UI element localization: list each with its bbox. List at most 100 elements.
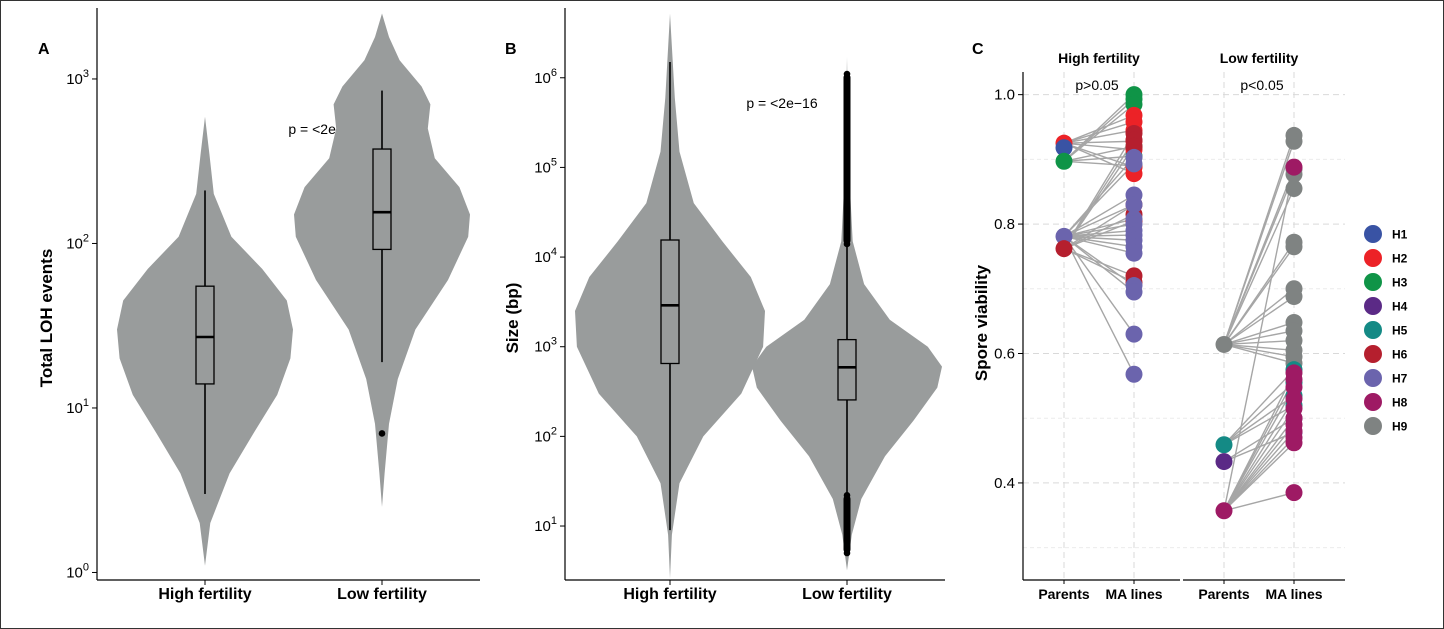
panel-c-ma-point-h9 [1285,179,1303,197]
panel-c-connector-line [1223,166,1295,511]
panel-c-connector-line [1223,321,1295,346]
panel-c-low-x-ma-lines: MA lines [1265,586,1322,602]
panel-c-letter: C [972,41,984,58]
panel-c-facet-high-label: High fertility [1058,50,1140,66]
panel-c-connector-line [1223,408,1295,512]
panel-c-connector-line [1063,163,1135,237]
legend-label-h7: H7 [1392,372,1408,386]
legend-label-h2: H2 [1392,252,1408,266]
panel-a-letter: A [38,41,50,58]
panel-c-ma-point-h9 [1285,238,1303,256]
panel-a-y-axis-title: Total LOH events [37,249,56,388]
panel-c-connector-line [1223,491,1295,512]
panel-b-letter: B [505,41,517,58]
panel-c-ma-point-h7 [1125,325,1143,343]
panel-c-ma-point-h9 [1285,132,1303,150]
panel-c-facet-high-p-value: p>0.05 [1075,77,1118,93]
panel-c-parent-point-h4 [1215,453,1233,471]
panel-c-ma-point-h8 [1285,378,1303,396]
panel-c-connector-line [1063,218,1135,238]
panel-c-connector-line [1063,129,1135,144]
legend-swatch-h5 [1364,321,1382,339]
panel-b-y-tick-label: 106 [534,67,557,87]
panel-a-y-tick-label: 101 [66,397,89,417]
panel-c-y-tick-label: 0.4 [994,475,1015,492]
panel-b-outlier-band-lower [843,495,851,554]
panel-c-ma-point-h9 [1285,288,1303,306]
panel-b: B Size (bp) p = <2e−16 High fertility Lo… [503,8,945,603]
panel-c-connector-line [1063,142,1135,151]
panel-c-connector-line [1063,114,1135,144]
panel-c-ma-point-h7 [1125,244,1143,262]
legend-swatch-h6 [1364,345,1382,363]
panel-c-ma-point-h8 [1285,158,1303,176]
panel-c-connector-line [1063,234,1135,238]
panel-c-connector-line [1223,246,1295,345]
panel-c-connector-line [1223,295,1295,346]
panel-c-connector-line [1063,248,1135,277]
panel-c-ma-point-h8 [1285,434,1303,452]
legend-label-h3: H3 [1392,276,1408,290]
panel-c-connector-line [1223,188,1295,345]
panel-c-connector-line [1063,235,1135,293]
panel-c-connector-line [1063,223,1135,238]
panel-b-y-tick-label: 103 [534,336,557,356]
panel-a-y-tick-label: 100 [66,561,89,581]
panel-c-ma-point-h7 [1125,155,1143,173]
panel-c-parent-point-h8 [1215,502,1233,520]
panel-c-y-tick-label: 0.8 [994,216,1015,233]
panel-c-connector-line [1063,204,1135,250]
panel-c-connector-line [1223,398,1295,512]
panel-c-connector-line [1223,369,1295,446]
panel-a-outlier [378,430,386,437]
panel-b-box [660,239,680,365]
panel-a-box [195,285,215,385]
legend-label-h5: H5 [1392,324,1408,338]
legend-swatch-h8 [1364,393,1382,411]
panel-c-connector-line [1063,213,1135,250]
panel-c-high-x-ma-lines: MA lines [1105,586,1162,602]
panel-c-connector-line [1223,404,1295,446]
panel-c-y-tick-label: 0.6 [994,346,1015,363]
legend-swatch-h2 [1364,249,1382,267]
panel-c-connector-line [1063,235,1135,248]
panel-c-connector-line [1063,142,1135,175]
panel-a-category-high: High fertility [158,586,251,603]
panel-c-y-tick-label: 1.0 [994,87,1015,104]
panel-c-connector-line [1223,343,1295,358]
panel-c-connector-line [1063,235,1135,241]
panel-b-p-value: p = <2e−16 [746,95,817,111]
panel-c-connector-line [1223,386,1295,512]
panel-b-box [837,338,857,401]
legend-label-h4: H4 [1392,300,1408,314]
panel-b-y-axis-title: Size (bp) [503,283,522,354]
panel-c-connector-line [1063,236,1135,375]
panel-c-connector-line [1063,140,1135,144]
panel-c-parent-point-h1 [1055,139,1073,157]
legend-label-h8: H8 [1392,396,1408,410]
legend-swatch-h7 [1364,369,1382,387]
panel-c-parent-point-h7 [1055,227,1073,245]
panel-b-y-tick-label: 102 [534,425,557,445]
panel-c-parent-point-h5 [1215,436,1233,454]
legend-swatch-h3 [1364,273,1382,291]
panel-b-y-tick-label: 104 [534,246,557,266]
panel-c-ma-point-h7 [1125,283,1143,301]
panel-c-y-axis-title: Spore viability [972,264,991,381]
legend-swatch-h9 [1364,417,1382,435]
panel-c-parent-point-h3 [1055,152,1073,170]
panel-b-category-low: Low fertility [802,586,892,603]
panel-c-facet-low-p-value: p<0.05 [1240,77,1283,93]
panel-c-low-x-parents: Parents [1198,586,1250,602]
panel-c-connector-line [1063,235,1135,335]
legend-label-h6: H6 [1392,348,1408,362]
panel-c-connector-line [1063,229,1135,238]
panel-c-connector-line [1063,156,1135,237]
panel-a: A Total LOH events p = <2e−16 High ferti… [37,8,480,603]
legend-swatch-h4 [1364,297,1382,315]
panel-c-connector-line [1223,343,1295,364]
panel-c-connector-line [1063,235,1135,287]
panel-c-connector-line [1223,339,1295,346]
panel-a-box [372,148,392,251]
